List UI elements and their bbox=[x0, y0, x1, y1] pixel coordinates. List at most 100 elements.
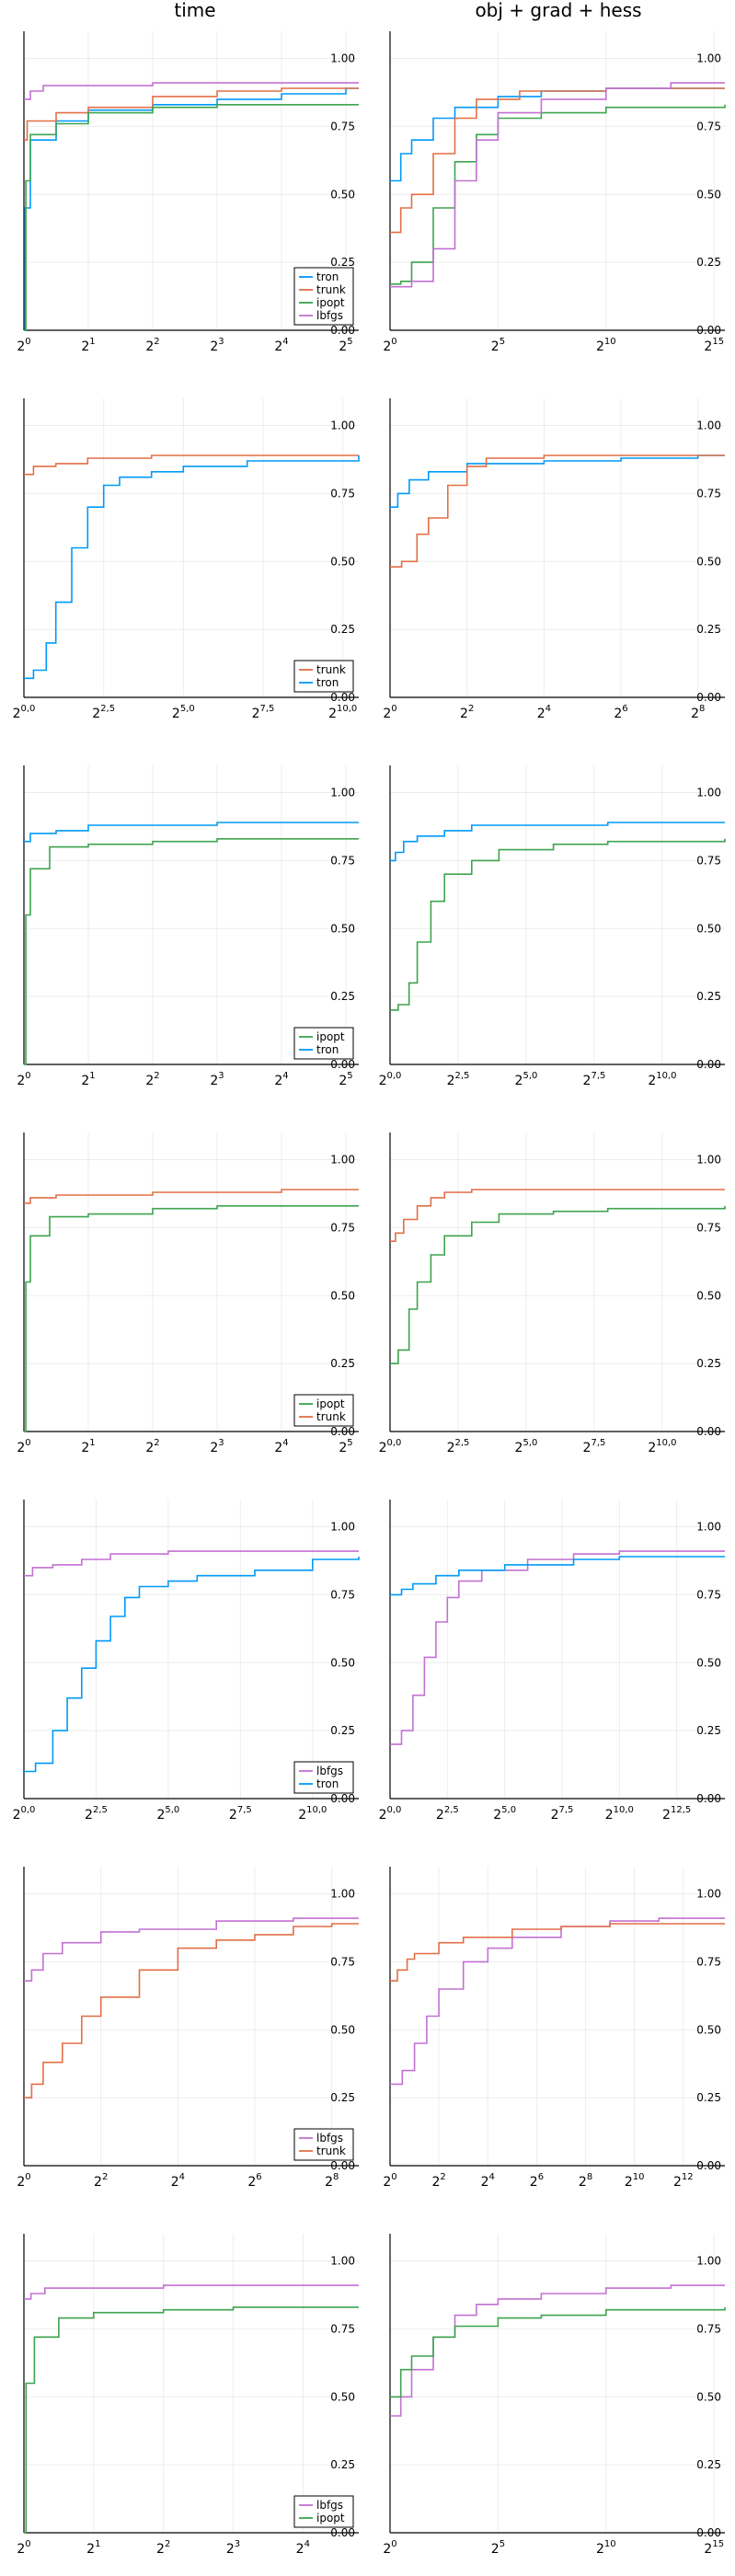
x-tick-label: 20,0 bbox=[13, 1805, 36, 1823]
legend-label-trunk: trunk bbox=[316, 1410, 346, 1423]
legend-label-lbfgs: lbfgs bbox=[316, 1765, 343, 1777]
x-tick-label: 22 bbox=[94, 2172, 108, 2190]
series-line-ipopt bbox=[24, 2306, 359, 2534]
y-tick-label: 0.50 bbox=[696, 1289, 721, 1302]
y-tick-label: 0.50 bbox=[696, 922, 721, 935]
y-tick-label: 0.75 bbox=[330, 1955, 355, 1968]
series-line-trunk bbox=[390, 454, 725, 568]
x-tick-label: 22 bbox=[156, 2539, 170, 2557]
x-tick-label: 25 bbox=[339, 1071, 352, 1088]
column-title-time: time bbox=[174, 0, 215, 21]
x-tick-label: 210 bbox=[596, 2539, 616, 2557]
series-line-ipopt bbox=[24, 838, 359, 1065]
y-tick-label: 0.75 bbox=[696, 120, 721, 132]
y-tick-label: 0.75 bbox=[330, 487, 355, 500]
y-tick-label: 0.50 bbox=[696, 555, 721, 568]
y-tick-label: 0.50 bbox=[696, 2390, 721, 2403]
y-tick-label: 1.00 bbox=[696, 1521, 721, 1534]
x-tick-label: 210 bbox=[596, 337, 616, 354]
x-tick-label: 20 bbox=[383, 2172, 396, 2190]
x-tick-label: 20 bbox=[383, 2539, 396, 2557]
x-tick-label: 20 bbox=[17, 2172, 30, 2190]
series-line-tron bbox=[390, 1556, 725, 1596]
y-tick-label: 0.50 bbox=[696, 188, 721, 201]
y-tick-label: 0.50 bbox=[696, 2023, 721, 2036]
x-tick-label: 28 bbox=[325, 2172, 339, 2190]
y-tick-label: 1.00 bbox=[330, 420, 355, 432]
x-tick-label: 24 bbox=[274, 1438, 288, 1455]
y-tick-label: 0.75 bbox=[330, 2322, 355, 2335]
series-line-trunk bbox=[24, 1189, 359, 1204]
series-line-trunk bbox=[24, 1923, 359, 2099]
y-tick-label: 0.25 bbox=[330, 2458, 355, 2471]
legend-box bbox=[293, 660, 354, 693]
x-tick-label: 25 bbox=[339, 337, 352, 354]
x-tick-label: 24 bbox=[171, 2172, 185, 2190]
x-tick-label: 25,0 bbox=[172, 704, 195, 721]
y-tick-label: 0.75 bbox=[696, 2322, 721, 2335]
y-tick-label: 0.25 bbox=[330, 1724, 355, 1737]
y-tick-label: 0.50 bbox=[330, 2390, 355, 2403]
legend-label-tron: tron bbox=[316, 1043, 339, 1056]
series-line-ipopt bbox=[390, 838, 726, 1011]
legend-box bbox=[293, 1394, 354, 1427]
legend-label-trunk: trunk bbox=[316, 283, 346, 296]
series-line-tron bbox=[390, 454, 725, 508]
x-tick-label: 24 bbox=[296, 2539, 310, 2557]
x-tick-label: 20 bbox=[17, 1071, 30, 1088]
legend-label-ipopt: ipopt bbox=[316, 2512, 345, 2524]
y-tick-label: 0.50 bbox=[330, 1289, 355, 1302]
x-tick-label: 27,5 bbox=[583, 1438, 606, 1455]
legend-box bbox=[293, 2128, 354, 2161]
x-tick-label: 215 bbox=[704, 2539, 724, 2557]
x-tick-label: 21 bbox=[81, 337, 95, 354]
y-tick-label: 0.50 bbox=[696, 1656, 721, 1669]
x-tick-label: 20,0 bbox=[379, 1805, 402, 1823]
y-tick-label: 1.00 bbox=[330, 1154, 355, 1167]
legend-label-ipopt: ipopt bbox=[316, 1397, 345, 1410]
series-line-ipopt bbox=[24, 104, 359, 331]
x-tick-label: 21 bbox=[81, 1438, 95, 1455]
legend-label-tron: tron bbox=[316, 1777, 339, 1790]
x-tick-label: 27,5 bbox=[551, 1805, 574, 1823]
y-tick-label: 0.75 bbox=[330, 1588, 355, 1601]
x-tick-label: 24 bbox=[481, 2172, 495, 2190]
x-tick-label: 22,5 bbox=[85, 1805, 108, 1823]
x-tick-label: 28 bbox=[691, 704, 705, 721]
y-tick-label: 1.00 bbox=[330, 1888, 355, 1901]
y-tick-label: 0.25 bbox=[330, 256, 355, 269]
y-tick-label: 0.25 bbox=[696, 1724, 721, 1737]
series-line-trunk bbox=[390, 1189, 725, 1242]
x-tick-label: 212 bbox=[673, 2172, 694, 2190]
x-tick-label: 25 bbox=[339, 1438, 352, 1455]
x-tick-label: 215 bbox=[704, 337, 724, 354]
x-tick-label: 23 bbox=[210, 337, 224, 354]
series-line-tron bbox=[24, 822, 359, 843]
series-line-tron bbox=[390, 822, 725, 862]
x-tick-label: 210,0 bbox=[298, 1805, 327, 1823]
y-tick-label: 1.00 bbox=[696, 2255, 721, 2268]
y-tick-label: 1.00 bbox=[696, 1154, 721, 1167]
x-tick-label: 22 bbox=[145, 337, 159, 354]
y-tick-label: 0.50 bbox=[330, 1656, 355, 1669]
x-tick-label: 210,0 bbox=[605, 1805, 634, 1823]
series-line-lbfgs bbox=[390, 82, 725, 288]
x-tick-label: 27,5 bbox=[252, 704, 275, 721]
x-tick-label: 20,0 bbox=[379, 1071, 402, 1088]
x-tick-label: 210 bbox=[625, 2172, 645, 2190]
legend-label-trunk: trunk bbox=[316, 663, 346, 676]
x-tick-label: 22 bbox=[460, 704, 474, 721]
series-line-ipopt bbox=[390, 1205, 726, 1364]
y-tick-label: 0.75 bbox=[696, 487, 721, 500]
series-line-lbfgs bbox=[24, 2284, 359, 2300]
y-tick-label: 0.25 bbox=[696, 2091, 721, 2104]
